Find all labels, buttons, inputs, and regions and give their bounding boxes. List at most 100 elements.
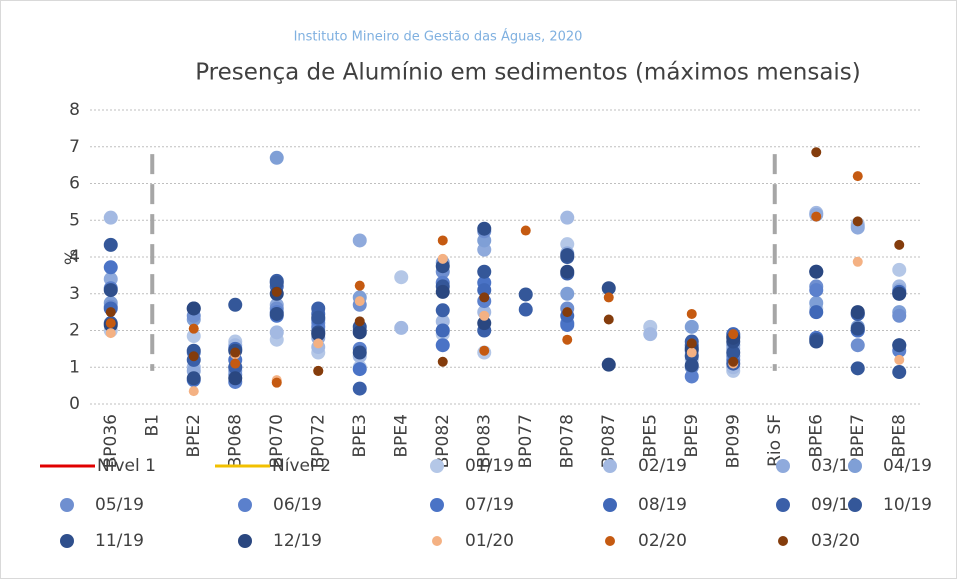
dot bbox=[354, 280, 365, 291]
legend-dot bbox=[603, 459, 617, 473]
dot bbox=[852, 256, 863, 267]
legend-label: 08/19 bbox=[638, 495, 687, 515]
legend-label: 02/19 bbox=[638, 456, 687, 476]
dot bbox=[435, 323, 450, 338]
legend-label: 03/20 bbox=[811, 531, 860, 551]
dot bbox=[186, 329, 201, 344]
dot bbox=[313, 365, 324, 376]
legend-dot bbox=[603, 498, 617, 512]
legend-label: 01/20 bbox=[465, 531, 514, 551]
dot bbox=[726, 345, 741, 360]
dot bbox=[103, 283, 118, 298]
legend-dot bbox=[776, 498, 790, 512]
legend-dot bbox=[605, 536, 615, 546]
dot bbox=[477, 316, 492, 331]
legend-dot bbox=[848, 498, 862, 512]
legend-dot bbox=[60, 498, 74, 512]
dot bbox=[894, 354, 905, 365]
y-tick-label: 3 bbox=[69, 284, 80, 304]
y-tick-label: 0 bbox=[69, 394, 80, 414]
legend-label: 01/19 bbox=[465, 456, 514, 476]
legend-dot bbox=[430, 498, 444, 512]
dot bbox=[686, 308, 697, 319]
dot bbox=[892, 286, 907, 301]
dot bbox=[892, 338, 907, 353]
dot bbox=[852, 171, 863, 182]
dot bbox=[437, 253, 448, 264]
dot bbox=[809, 283, 824, 298]
legend-dot bbox=[430, 459, 444, 473]
dot bbox=[562, 307, 573, 318]
dot bbox=[684, 358, 699, 373]
x-tick-label: BP070 bbox=[267, 414, 287, 468]
dot bbox=[603, 314, 614, 325]
dot bbox=[850, 305, 865, 320]
dot bbox=[313, 338, 324, 349]
dot bbox=[686, 338, 697, 349]
dot bbox=[852, 216, 863, 227]
dot bbox=[850, 361, 865, 376]
dot bbox=[479, 345, 490, 356]
y-tick-label: 6 bbox=[69, 174, 80, 194]
dot bbox=[684, 319, 699, 334]
dot bbox=[105, 318, 116, 329]
dot bbox=[811, 147, 822, 158]
y-tick-label: 8 bbox=[69, 100, 80, 120]
dot bbox=[269, 275, 284, 290]
x-tick-label: BP087 bbox=[599, 414, 619, 468]
x-tick-label: BP068 bbox=[225, 414, 245, 468]
legend-dot bbox=[848, 459, 862, 473]
dot bbox=[269, 325, 284, 340]
dot bbox=[643, 327, 658, 342]
dot bbox=[269, 150, 284, 165]
legend-label: 09/19 bbox=[811, 495, 860, 515]
dot bbox=[311, 310, 326, 325]
dot bbox=[105, 307, 116, 318]
dot bbox=[601, 281, 616, 296]
dot bbox=[560, 264, 575, 279]
dot bbox=[809, 264, 824, 279]
legend-label: Nível 2 bbox=[272, 456, 331, 476]
x-tick-label: BPE9 bbox=[682, 414, 702, 457]
x-tick-label: BPE6 bbox=[806, 414, 826, 457]
chart-subtitle: Instituto Mineiro de Gestão das Águas, 2… bbox=[294, 29, 583, 45]
dot bbox=[188, 351, 199, 362]
dot bbox=[435, 303, 450, 318]
dot bbox=[560, 286, 575, 301]
legend-label: 07/19 bbox=[465, 495, 514, 515]
dot bbox=[103, 237, 118, 252]
dot bbox=[188, 386, 199, 397]
dot bbox=[435, 259, 450, 274]
dot bbox=[603, 292, 614, 303]
dot bbox=[562, 334, 573, 345]
dot bbox=[230, 347, 241, 358]
y-tick-label: 1 bbox=[69, 357, 80, 377]
dot bbox=[477, 264, 492, 279]
dot bbox=[228, 371, 243, 386]
dot bbox=[103, 260, 118, 275]
x-tick-label: BPE7 bbox=[848, 414, 868, 457]
dot bbox=[352, 233, 367, 248]
x-tick-label: BPE4 bbox=[391, 414, 411, 457]
legend-label: 11/19 bbox=[95, 531, 144, 551]
dot bbox=[186, 371, 201, 386]
dot bbox=[352, 345, 367, 360]
dot bbox=[352, 362, 367, 377]
dot bbox=[435, 284, 450, 299]
dot bbox=[230, 358, 241, 369]
dot bbox=[437, 356, 448, 367]
dot bbox=[686, 347, 697, 358]
dot bbox=[188, 323, 199, 334]
dot bbox=[228, 297, 243, 312]
dot bbox=[894, 239, 905, 250]
dot bbox=[850, 321, 865, 336]
legend-label: 05/19 bbox=[95, 495, 144, 515]
legend-dot bbox=[238, 498, 252, 512]
legend-label: 03/19 bbox=[811, 456, 860, 476]
dot bbox=[354, 296, 365, 307]
dot bbox=[601, 357, 616, 372]
dot bbox=[311, 327, 326, 342]
x-tick-label: BP083 bbox=[474, 414, 494, 468]
legend-label: 02/20 bbox=[638, 531, 687, 551]
legend-dot bbox=[60, 534, 74, 548]
